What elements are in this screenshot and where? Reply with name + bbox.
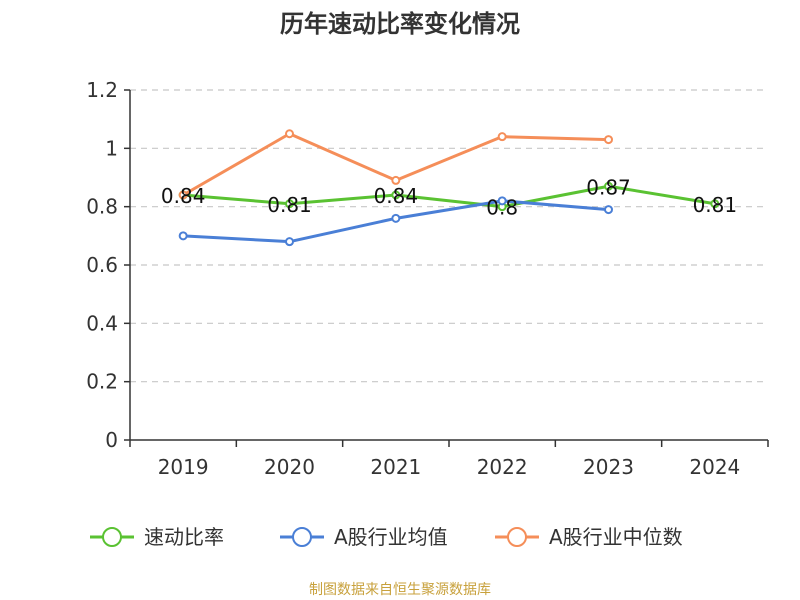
series-lines [182,132,716,244]
data-point-s1-2020 [285,237,294,247]
legend-item-2: A股行业中位数 [495,525,683,549]
data-point-s2-2021 [391,175,401,185]
x-tick-label-2019: 2019 [158,455,209,479]
legend-marker-2 [507,527,527,547]
legend-item-1: A股行业均值 [280,525,448,549]
legend-label-1: A股行业均值 [334,525,448,549]
y-tick-label-5: 1 [105,136,118,160]
y-tick-label-4: 0.8 [86,195,118,219]
data-point-s2-2023 [604,135,613,145]
grid-lines [130,89,768,383]
data-point-s0-2021 [391,190,401,200]
x-tick-label-2024: 2024 [689,455,740,479]
legend-label-0: 速动比率 [144,525,224,549]
data-point-s2-2020 [285,129,294,139]
data-label-2022: 0.8 [486,196,518,220]
y-tick-label-0: 0 [105,428,118,452]
x-tick-label-2021: 2021 [370,455,421,479]
data-point-s0-2024 [710,199,720,209]
x-tick-label-2020: 2020 [264,455,315,479]
data-label-2021: 0.84 [374,184,419,208]
legend-item-0: 速动比率 [90,525,224,549]
legend-marker-0 [102,527,122,547]
y-tick-label-6: 1.2 [86,78,118,102]
legend-label-2: A股行业中位数 [549,525,683,549]
data-point-s0-2020 [285,199,294,209]
data-point-markers [178,129,720,247]
data-labels: 0.84 0.81 0.84 0.8 0.87 0.81 [161,175,737,219]
data-label-2024: 0.81 [693,193,738,217]
y-tick-label-3: 0.6 [86,253,118,277]
data-label-2020: 0.81 [267,193,312,217]
legend-marker-1 [292,527,312,547]
data-point-s1-2021 [391,213,401,223]
data-label-2023: 0.87 [586,175,631,199]
source-note: 制图数据来自恒生聚源数据库 [309,582,491,598]
data-point-s2-2022 [497,132,507,142]
chart-title: 历年速动比率变化情况 [280,10,520,38]
x-tick-label-2022: 2022 [477,455,528,479]
data-point-s2-2019 [178,190,188,200]
data-point-s1-2022 [497,196,507,206]
data-point-s1-2019 [178,231,188,241]
legend: 速动比率 A股行业均值 A股行业中位数 [90,525,683,549]
data-label-2019: 0.84 [161,184,206,208]
y-tick-label-1: 0.2 [86,370,118,394]
data-point-s1-2023 [604,205,613,215]
data-point-s0-2023 [604,181,613,191]
y-tick-label-2: 0.4 [86,311,118,335]
series-line-0 [183,184,716,209]
x-tick-label-2023: 2023 [583,455,634,479]
